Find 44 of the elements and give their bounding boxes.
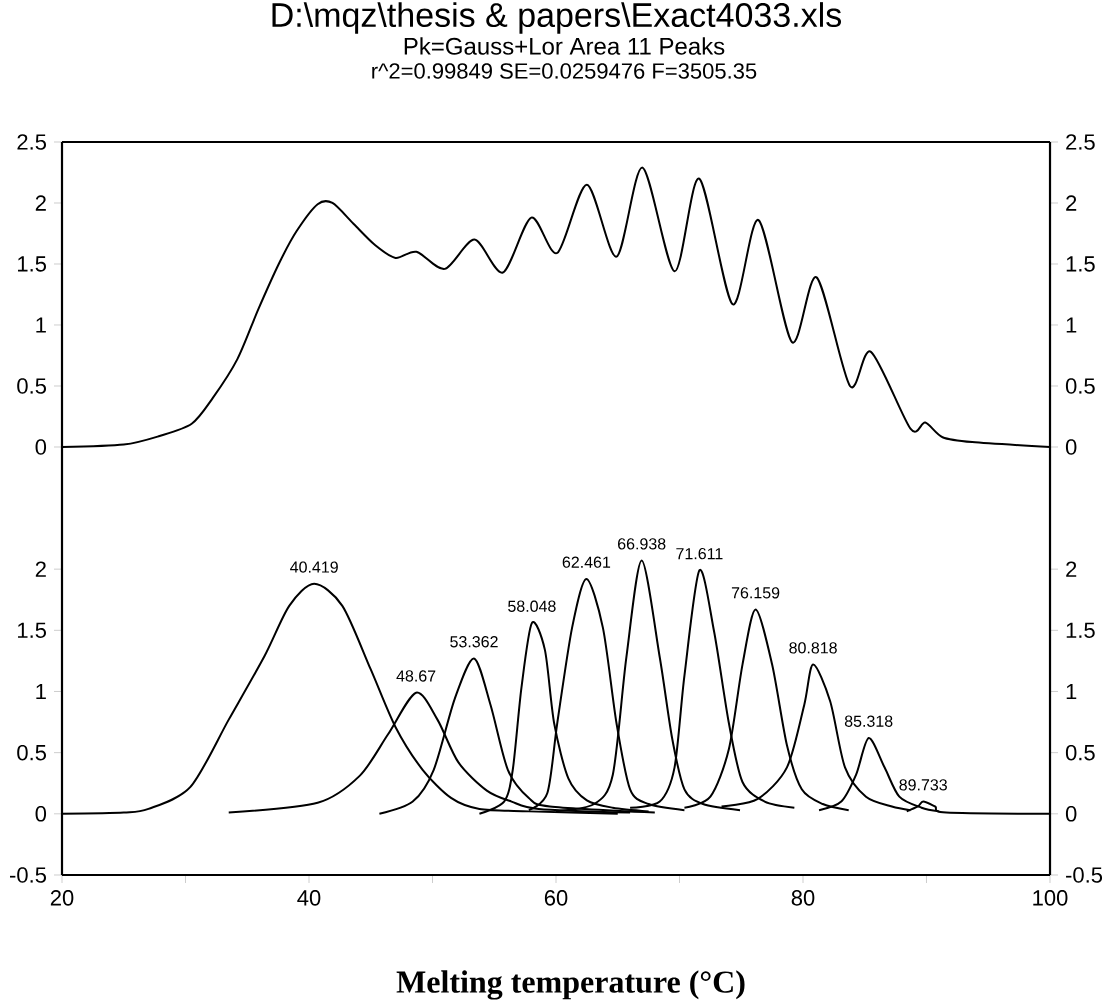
y2-tick-label: 1 (1066, 317, 1077, 333)
y2-tick-label: 1 (1066, 683, 1077, 700)
y2-tick-label: 0.5 (1065, 378, 1095, 394)
y-tick-label: 2 (35, 561, 46, 577)
y2-tick-label: 1.5 (1066, 622, 1095, 638)
annotation: 48.67 (396, 670, 436, 682)
chart-title: D:\mqz\thesis & papers\Exact4033.xls (272, 2, 842, 34)
annotation: 80.818 (789, 642, 837, 654)
x-tick-label: 60 (544, 890, 568, 906)
y-tick-label: 0.5 (17, 744, 46, 761)
y2-tick-label: 0.5 (1065, 744, 1095, 761)
chart-subtitle: Pk=Gauss+Lor Area 11 Peaks (404, 37, 725, 55)
y-tick-label: 2.5 (17, 134, 46, 150)
annotation: 76.159 (731, 587, 780, 599)
y-tick-label: 0 (35, 806, 47, 822)
y-tick-label: 2 (35, 195, 46, 211)
y2-tick-label: 2.5 (1066, 134, 1095, 150)
y2-tick-label: 0 (1065, 439, 1077, 455)
annotation: 58.048 (508, 600, 556, 612)
annotation: 40.419 (290, 561, 338, 573)
y2-tick-label: 0 (1065, 806, 1077, 822)
y2-tick-label: 1.5 (1066, 256, 1095, 272)
y2-tick-label: 2 (1066, 561, 1077, 577)
y-tick-label: 1 (36, 317, 46, 333)
annotation: 62.461 (562, 556, 611, 568)
x-tick-label: 80 (791, 890, 815, 906)
y2-tick-label: -0.5 (1066, 867, 1103, 883)
annotation: 85.318 (844, 715, 893, 727)
y2-tick-label: 2 (1066, 195, 1077, 211)
annotation: 89.733 (899, 779, 947, 791)
y-tick-label: -0.5 (10, 867, 46, 883)
x-tick-label: 100 (1033, 890, 1068, 906)
text: r^2=0.99849 SE=0.0259476 F=3505.35 (372, 63, 757, 79)
y-tick-label: 0 (35, 439, 47, 455)
y-tick-label: 1.5 (18, 622, 46, 638)
y-tick-label: 0.5 (17, 378, 46, 394)
x-tick-label: 20 (50, 890, 74, 906)
y-tick-label: 1 (36, 683, 46, 700)
x-axis-title: Melting temperature (°C) (396, 970, 745, 1000)
annotation: 71.611 (676, 547, 723, 560)
annotation: 66.938 (618, 538, 666, 550)
annotation: 53.362 (450, 636, 498, 648)
x-tick-label: 40 (297, 890, 321, 906)
y-tick-label: 1.5 (18, 256, 46, 272)
